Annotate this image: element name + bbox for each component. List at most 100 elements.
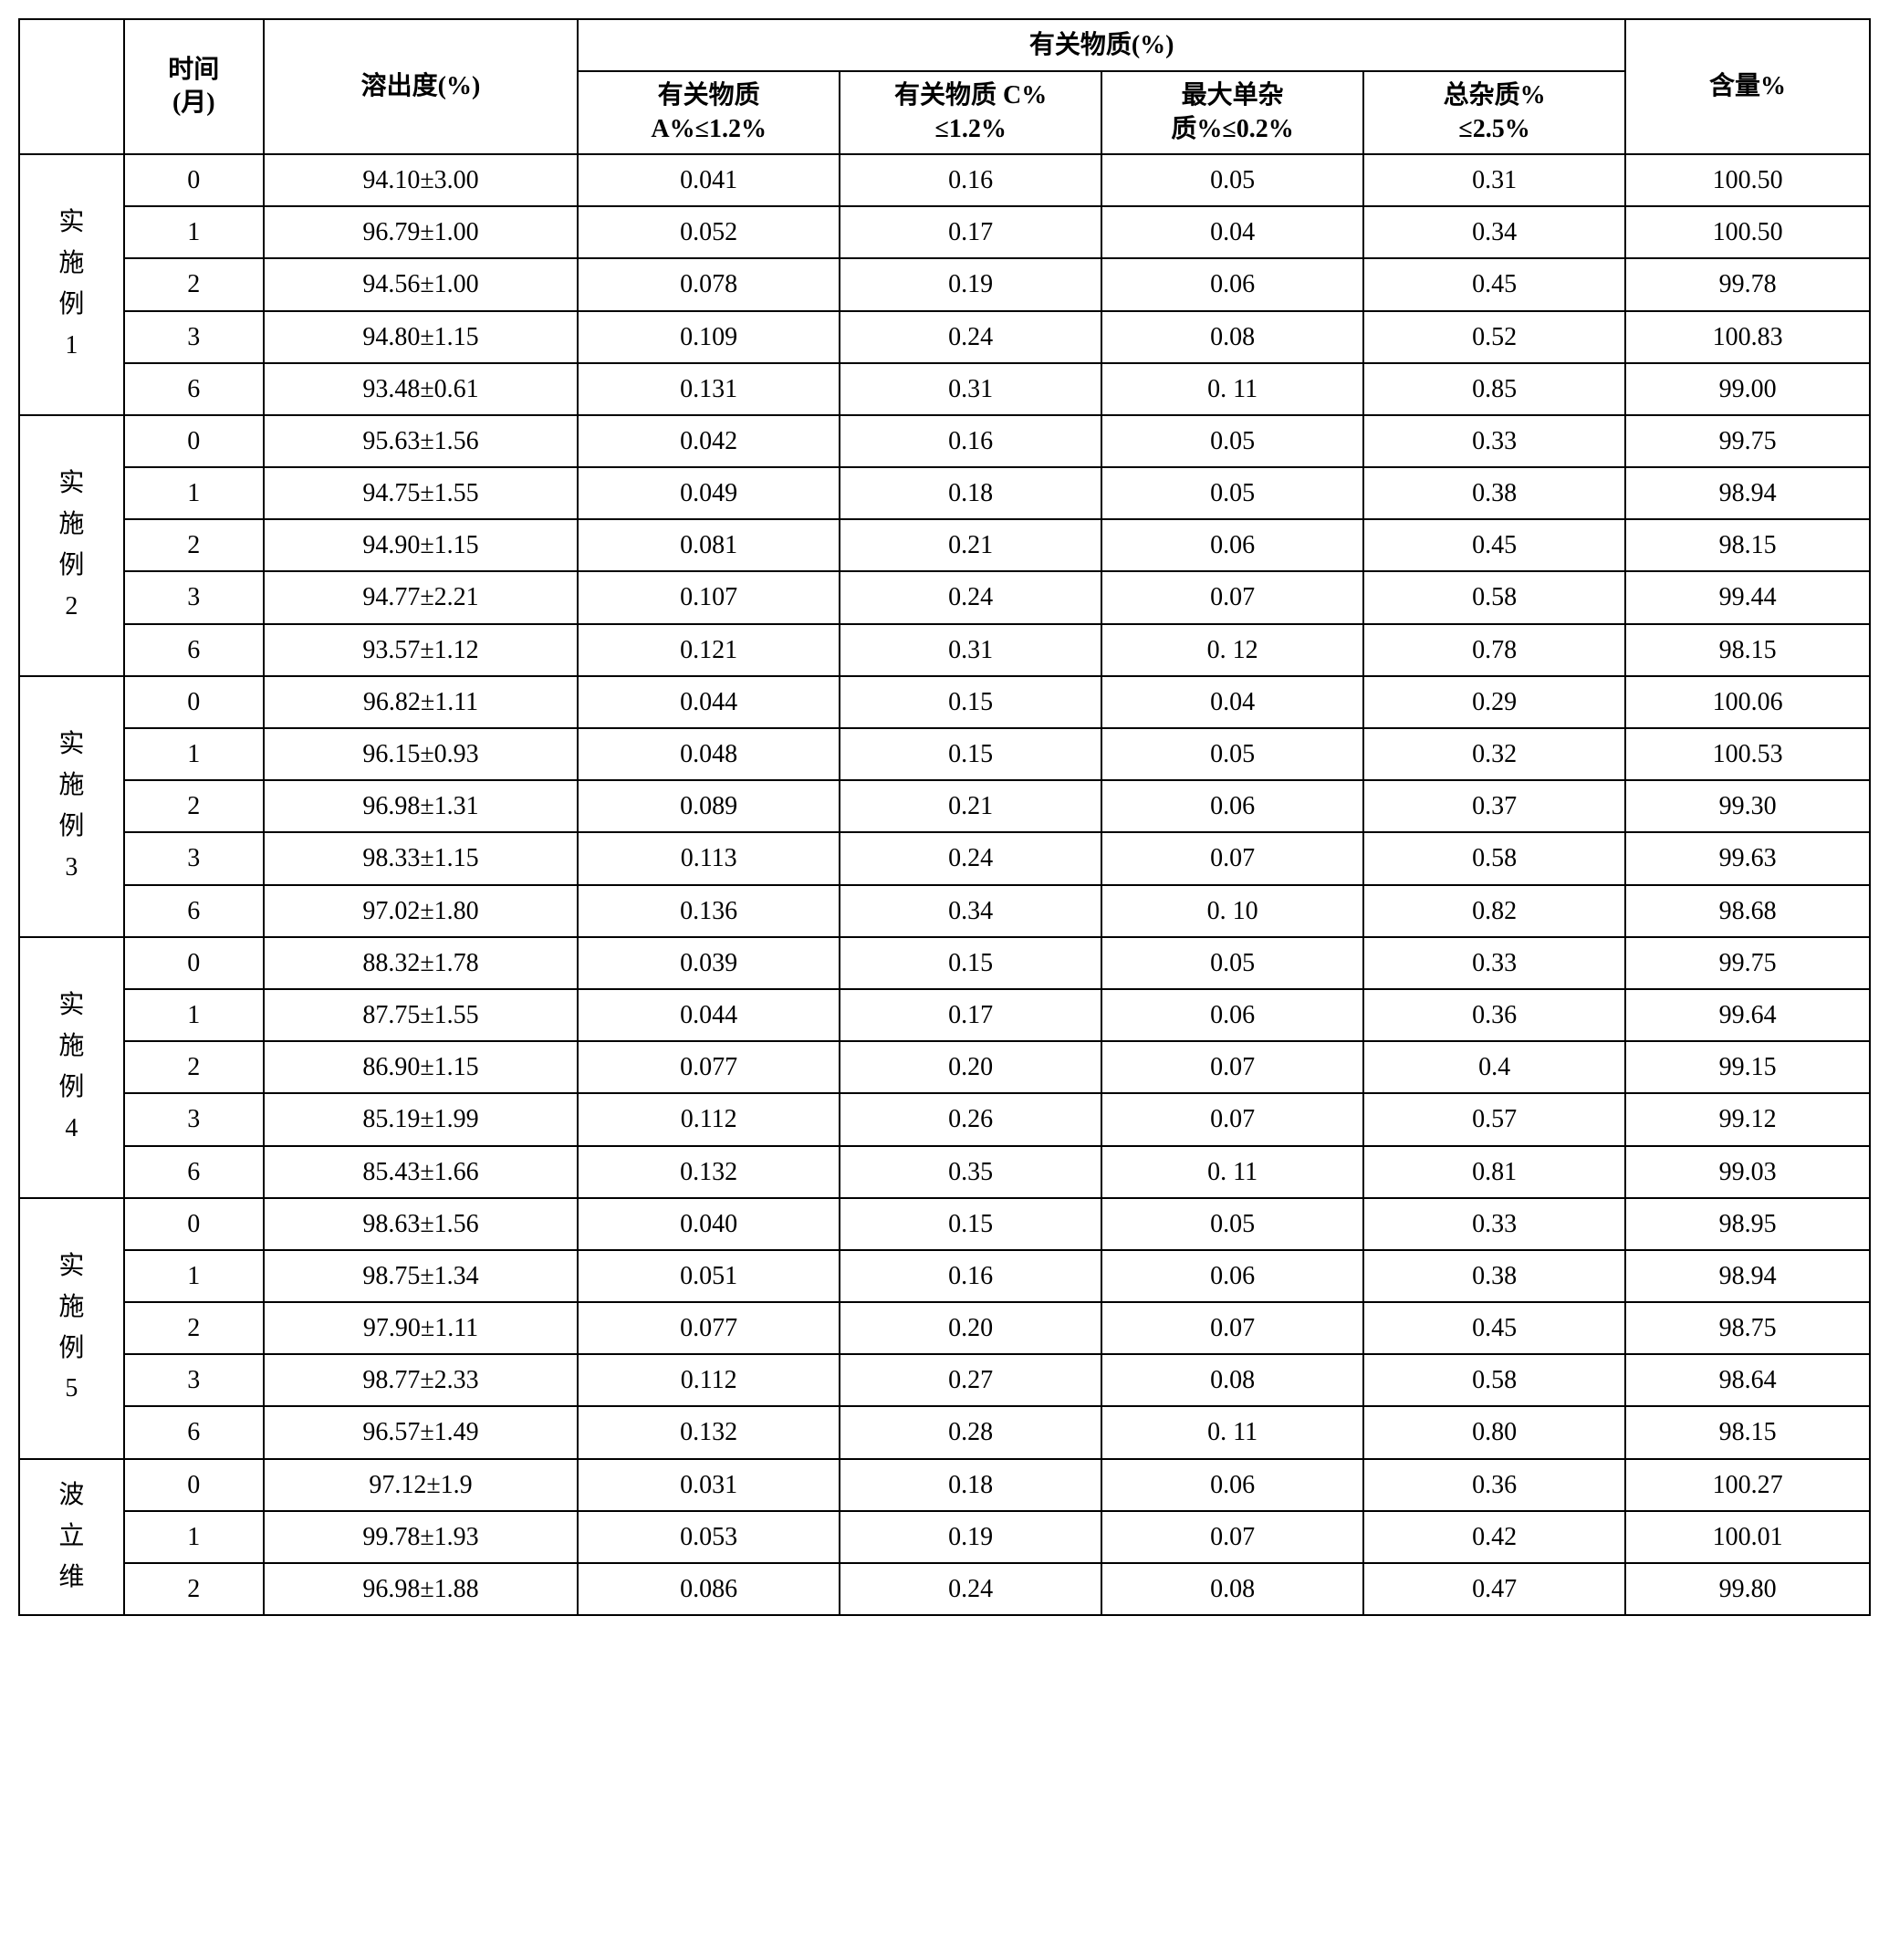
group-label-cell: 实施例4	[19, 937, 124, 1198]
time-cell: 3	[124, 832, 264, 884]
impurity-a-cell: 0.113	[578, 832, 840, 884]
group-label-char: 例	[26, 285, 118, 326]
group-label-char: 施	[26, 244, 118, 285]
time-cell: 0	[124, 1459, 264, 1511]
time-cell: 2	[124, 780, 264, 832]
group-label-char: 4	[26, 1109, 118, 1150]
max-single-cell: 0.07	[1101, 1041, 1363, 1093]
time-cell: 6	[124, 1146, 264, 1198]
content-cell: 98.15	[1625, 519, 1870, 571]
table-row: 385.19±1.990.1120.260.070.5799.12	[19, 1093, 1870, 1145]
content-cell: 98.68	[1625, 885, 1870, 937]
max-single-cell: 0.06	[1101, 780, 1363, 832]
group-label-cell: 实施例1	[19, 154, 124, 415]
group-label-char: 维	[26, 1558, 118, 1599]
max-single-cell: 0.07	[1101, 1302, 1363, 1354]
time-cell: 0	[124, 937, 264, 989]
group-label-cell: 波立维	[19, 1459, 124, 1616]
max-single-cell: 0.08	[1101, 1563, 1363, 1615]
content-cell: 99.63	[1625, 832, 1870, 884]
impurity-a-cell: 0.049	[578, 467, 840, 519]
group-label-char: 波	[26, 1475, 118, 1517]
impurity-c-cell: 0.15	[840, 676, 1101, 728]
dissolution-cell: 87.75±1.55	[264, 989, 578, 1041]
total-impurity-cell: 0.4	[1363, 1041, 1625, 1093]
table-row: 实施例4088.32±1.780.0390.150.050.3399.75	[19, 937, 1870, 989]
table-row: 294.90±1.150.0810.210.060.4598.15	[19, 519, 1870, 571]
time-cell: 2	[124, 1302, 264, 1354]
impurity-a-cell: 0.044	[578, 989, 840, 1041]
total-impurity-cell: 0.58	[1363, 571, 1625, 623]
table-row: 394.80±1.150.1090.240.080.52100.83	[19, 311, 1870, 363]
impurity-a-cell: 0.078	[578, 258, 840, 310]
header-content: 含量%	[1625, 19, 1870, 154]
table-row: 296.98±1.880.0860.240.080.4799.80	[19, 1563, 1870, 1615]
time-cell: 6	[124, 1406, 264, 1458]
table-row: 296.98±1.310.0890.210.060.3799.30	[19, 780, 1870, 832]
time-cell: 6	[124, 363, 264, 415]
table-row: 294.56±1.000.0780.190.060.4599.78	[19, 258, 1870, 310]
content-cell: 99.78	[1625, 258, 1870, 310]
dissolution-cell: 96.79±1.00	[264, 206, 578, 258]
total-impurity-cell: 0.33	[1363, 1198, 1625, 1250]
time-cell: 0	[124, 676, 264, 728]
header-impurity-group: 有关物质(%)	[578, 19, 1625, 71]
max-single-cell: 0. 12	[1101, 624, 1363, 676]
total-impurity-cell: 0.45	[1363, 258, 1625, 310]
table-row: 实施例1094.10±3.000.0410.160.050.31100.50	[19, 154, 1870, 206]
content-cell: 99.64	[1625, 989, 1870, 1041]
impurity-c-cell: 0.20	[840, 1302, 1101, 1354]
max-single-cell: 0.07	[1101, 571, 1363, 623]
impurity-c-cell: 0.15	[840, 1198, 1101, 1250]
table-row: 398.77±2.330.1120.270.080.5898.64	[19, 1354, 1870, 1406]
total-impurity-cell: 0.82	[1363, 885, 1625, 937]
table-row: 198.75±1.340.0510.160.060.3898.94	[19, 1250, 1870, 1302]
content-cell: 98.64	[1625, 1354, 1870, 1406]
table-header: 时间(月) 溶出度(%) 有关物质(%) 含量% 有关物质A%≤1.2% 有关物…	[19, 19, 1870, 154]
total-impurity-cell: 0.80	[1363, 1406, 1625, 1458]
impurity-c-cell: 0.24	[840, 311, 1101, 363]
table-row: 波立维097.12±1.90.0310.180.060.36100.27	[19, 1459, 1870, 1511]
content-cell: 99.12	[1625, 1093, 1870, 1145]
dissolution-cell: 99.78±1.93	[264, 1511, 578, 1563]
dissolution-cell: 97.90±1.11	[264, 1302, 578, 1354]
total-impurity-cell: 0.57	[1363, 1093, 1625, 1145]
impurity-c-cell: 0.19	[840, 258, 1101, 310]
impurity-c-cell: 0.21	[840, 519, 1101, 571]
group-label-cell: 实施例3	[19, 676, 124, 937]
group-label-char: 3	[26, 848, 118, 889]
impurity-c-cell: 0.34	[840, 885, 1101, 937]
stability-data-table: 时间(月) 溶出度(%) 有关物质(%) 含量% 有关物质A%≤1.2% 有关物…	[18, 18, 1871, 1616]
content-cell: 99.30	[1625, 780, 1870, 832]
impurity-c-cell: 0.31	[840, 363, 1101, 415]
impurity-a-cell: 0.077	[578, 1302, 840, 1354]
header-time: 时间(月)	[124, 19, 264, 154]
max-single-cell: 0.05	[1101, 467, 1363, 519]
table-row: 685.43±1.660.1320.350. 110.8199.03	[19, 1146, 1870, 1198]
impurity-c-cell: 0.16	[840, 154, 1101, 206]
content-cell: 100.01	[1625, 1511, 1870, 1563]
content-cell: 99.44	[1625, 571, 1870, 623]
content-cell: 98.95	[1625, 1198, 1870, 1250]
impurity-c-cell: 0.19	[840, 1511, 1101, 1563]
dissolution-cell: 96.57±1.49	[264, 1406, 578, 1458]
dissolution-cell: 88.32±1.78	[264, 937, 578, 989]
max-single-cell: 0. 10	[1101, 885, 1363, 937]
group-label-char: 实	[26, 985, 118, 1027]
total-impurity-cell: 0.81	[1363, 1146, 1625, 1198]
header-max-single: 最大单杂质%≤0.2%	[1101, 71, 1363, 154]
impurity-a-cell: 0.112	[578, 1354, 840, 1406]
table-row: 693.57±1.120.1210.310. 120.7898.15	[19, 624, 1870, 676]
time-cell: 3	[124, 571, 264, 623]
header-row-1: 时间(月) 溶出度(%) 有关物质(%) 含量%	[19, 19, 1870, 71]
table-row: 394.77±2.210.1070.240.070.5899.44	[19, 571, 1870, 623]
impurity-a-cell: 0.132	[578, 1146, 840, 1198]
group-label-char: 施	[26, 1288, 118, 1329]
impurity-a-cell: 0.051	[578, 1250, 840, 1302]
group-label-char: 5	[26, 1369, 118, 1410]
content-cell: 98.15	[1625, 1406, 1870, 1458]
group-label-cell: 实施例2	[19, 415, 124, 676]
max-single-cell: 0.06	[1101, 258, 1363, 310]
time-cell: 1	[124, 467, 264, 519]
dissolution-cell: 94.56±1.00	[264, 258, 578, 310]
